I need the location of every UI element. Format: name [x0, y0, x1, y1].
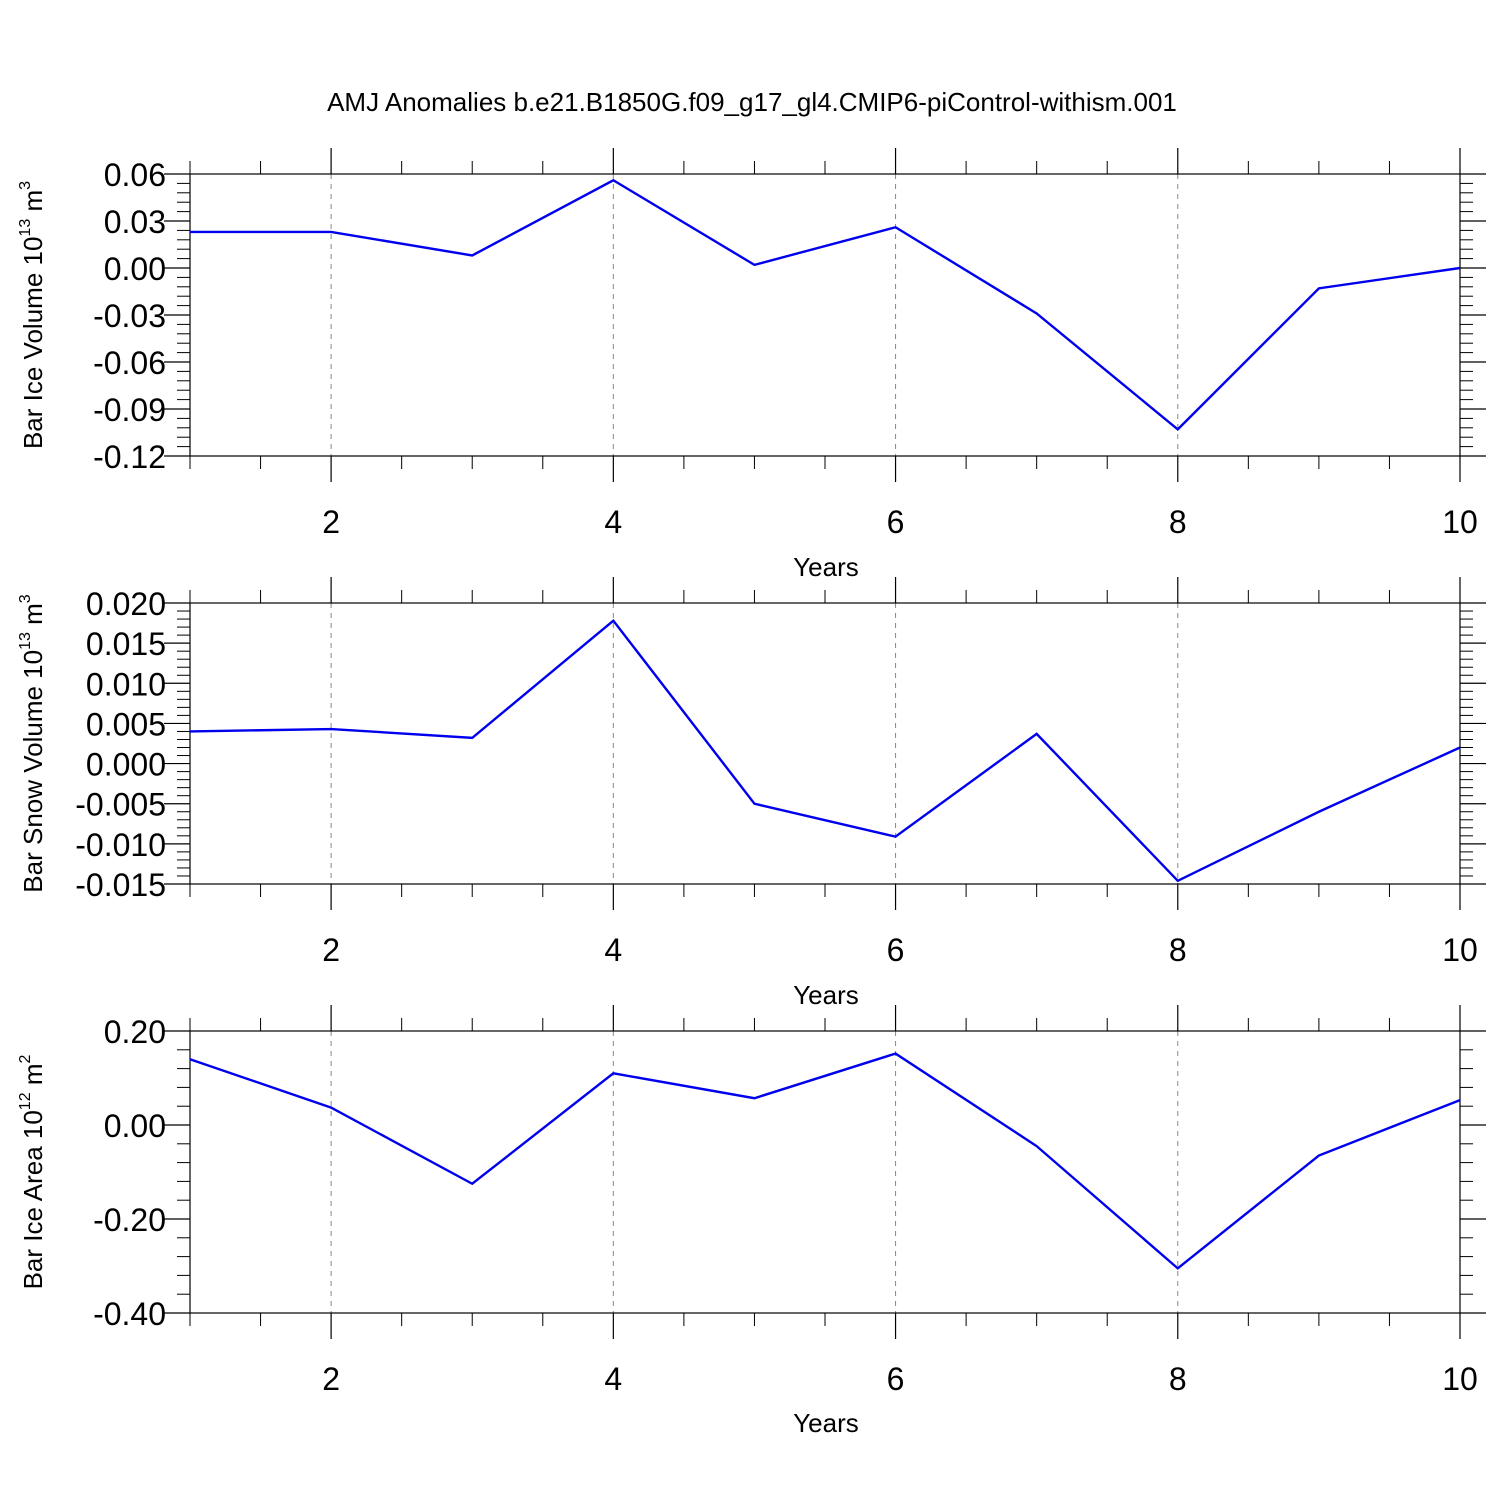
- x-tick-label: 4: [604, 932, 622, 968]
- y-tick-label: 0.010: [86, 666, 166, 702]
- x-tick-label: 8: [1169, 1361, 1187, 1397]
- y-tick-label: -0.015: [75, 867, 166, 903]
- series-line: [189, 1052, 1461, 1270]
- y-axis-label-unit: m: [18, 190, 48, 219]
- x-axis-label: Years: [793, 980, 859, 1010]
- y-tick-label: -0.12: [93, 439, 166, 475]
- y-tick-label: 0.015: [86, 626, 166, 662]
- y-axis-label-unit-exp: 3: [17, 181, 34, 190]
- y-axis-label-exp: 12: [17, 1092, 34, 1110]
- y-tick-label: -0.005: [75, 787, 166, 823]
- x-tick-label: 6: [887, 1361, 905, 1397]
- x-tick-label: 6: [887, 932, 905, 968]
- y-axis-label-unit-exp: 3: [17, 594, 34, 603]
- chart-title: AMJ Anomalies b.e21.B1850G.f09_g17_gl4.C…: [327, 87, 1177, 117]
- y-tick-label: 0.20: [104, 1014, 166, 1050]
- y-tick-label: -0.40: [93, 1296, 166, 1332]
- y-axis-label-unit: m: [18, 1063, 48, 1092]
- y-tick-label: 0.00: [104, 251, 166, 287]
- y-tick-label: -0.010: [75, 827, 166, 863]
- y-axis-label: Bar Ice Area 1012 m2: [17, 1054, 48, 1289]
- x-tick-label: 10: [1442, 1361, 1478, 1397]
- panel-3: 2 4 6 8 10 0.20 0.00 -0.20 -0.40 Years Bar Ice Are…: [17, 1005, 1486, 1438]
- y-tick-label: -0.06: [93, 345, 166, 381]
- y-tick-label: 0.020: [86, 586, 166, 622]
- x-axis-label: Years: [793, 1408, 859, 1438]
- y-axis-label: Bar Snow Volume 1013 m3: [17, 594, 48, 893]
- y-tick-label: 0.00: [104, 1108, 166, 1144]
- x-tick-label: 2: [322, 932, 340, 968]
- x-tick-label: 8: [1169, 932, 1187, 968]
- y-tick-label: 0.005: [86, 706, 166, 742]
- x-tick-label: 8: [1169, 504, 1187, 540]
- panel-2: 2 4 6 8 10 0.020 0.015 0.010 0.005 0.000 -0.005 -0.…: [17, 577, 1486, 1010]
- x-tick-label: 4: [604, 504, 622, 540]
- panel-1: 2 4 6 8 10 0.06 0.03 0.00 -0.03 -0.06 -0.09 -0.12 Ye…: [17, 148, 1486, 582]
- x-axis-label: Years: [793, 552, 859, 582]
- y-axis-label-base: Bar Ice Volume 10: [18, 237, 48, 449]
- plot-frame: [189, 173, 1461, 457]
- y-axis-label-unit: m: [18, 603, 48, 632]
- plot-frame: [189, 602, 1461, 885]
- y-axis-label-base: Bar Ice Area 10: [18, 1110, 48, 1289]
- y-axis-label-unit-exp: 2: [17, 1054, 34, 1063]
- y-tick-label: 0.000: [86, 747, 166, 783]
- plot-frame: [189, 1030, 1461, 1314]
- y-axis-label: Bar Ice Volume 1013 m3: [17, 181, 48, 449]
- series-line: [190, 178, 1461, 431]
- x-tick-label: 2: [322, 504, 340, 540]
- x-tick-label: 10: [1442, 932, 1478, 968]
- x-tick-label: 2: [322, 1361, 340, 1397]
- y-axis-label-base: Bar Snow Volume 10: [18, 650, 48, 893]
- y-tick-label: 0.03: [104, 204, 166, 240]
- y-axis-label-exp: 13: [17, 219, 34, 237]
- y-tick-label: 0.06: [104, 157, 166, 193]
- x-tick-label: 4: [604, 1361, 622, 1397]
- y-axis-label-exp: 13: [17, 632, 34, 650]
- series-line: [189, 618, 1461, 883]
- x-tick-label: 6: [887, 504, 905, 540]
- y-tick-label: -0.09: [93, 392, 166, 428]
- y-tick-label: -0.03: [93, 298, 166, 334]
- y-tick-label: -0.20: [93, 1202, 166, 1238]
- x-tick-label: 10: [1442, 504, 1478, 540]
